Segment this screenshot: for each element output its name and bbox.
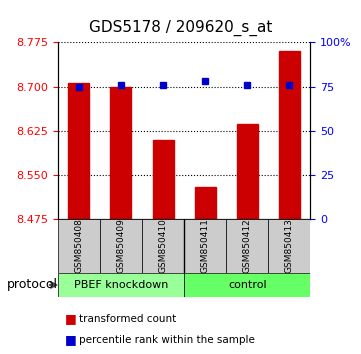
- FancyBboxPatch shape: [226, 219, 268, 273]
- FancyBboxPatch shape: [58, 273, 184, 297]
- FancyBboxPatch shape: [58, 219, 100, 273]
- Bar: [68, 83, 90, 219]
- Bar: [237, 124, 258, 219]
- Text: control: control: [228, 280, 266, 290]
- FancyBboxPatch shape: [142, 219, 184, 273]
- Text: PBEF knockdown: PBEF knockdown: [74, 280, 168, 290]
- Text: protocol: protocol: [7, 279, 58, 291]
- Text: ■: ■: [65, 333, 77, 346]
- Text: GSM850409: GSM850409: [117, 218, 125, 274]
- Text: GSM850410: GSM850410: [158, 218, 168, 274]
- Text: GDS5178 / 209620_s_at: GDS5178 / 209620_s_at: [89, 20, 272, 36]
- Bar: [279, 51, 300, 219]
- Bar: [152, 140, 174, 219]
- Text: GSM850408: GSM850408: [74, 218, 83, 274]
- FancyBboxPatch shape: [184, 273, 310, 297]
- Text: percentile rank within the sample: percentile rank within the sample: [79, 335, 255, 345]
- Text: transformed count: transformed count: [79, 314, 177, 324]
- FancyBboxPatch shape: [184, 219, 226, 273]
- Text: GSM850412: GSM850412: [243, 219, 252, 273]
- FancyBboxPatch shape: [100, 219, 142, 273]
- Text: ■: ■: [65, 312, 77, 325]
- Text: GSM850411: GSM850411: [201, 218, 210, 274]
- Bar: [110, 87, 131, 219]
- Text: GSM850413: GSM850413: [285, 218, 294, 274]
- FancyBboxPatch shape: [268, 219, 310, 273]
- Bar: [195, 187, 216, 219]
